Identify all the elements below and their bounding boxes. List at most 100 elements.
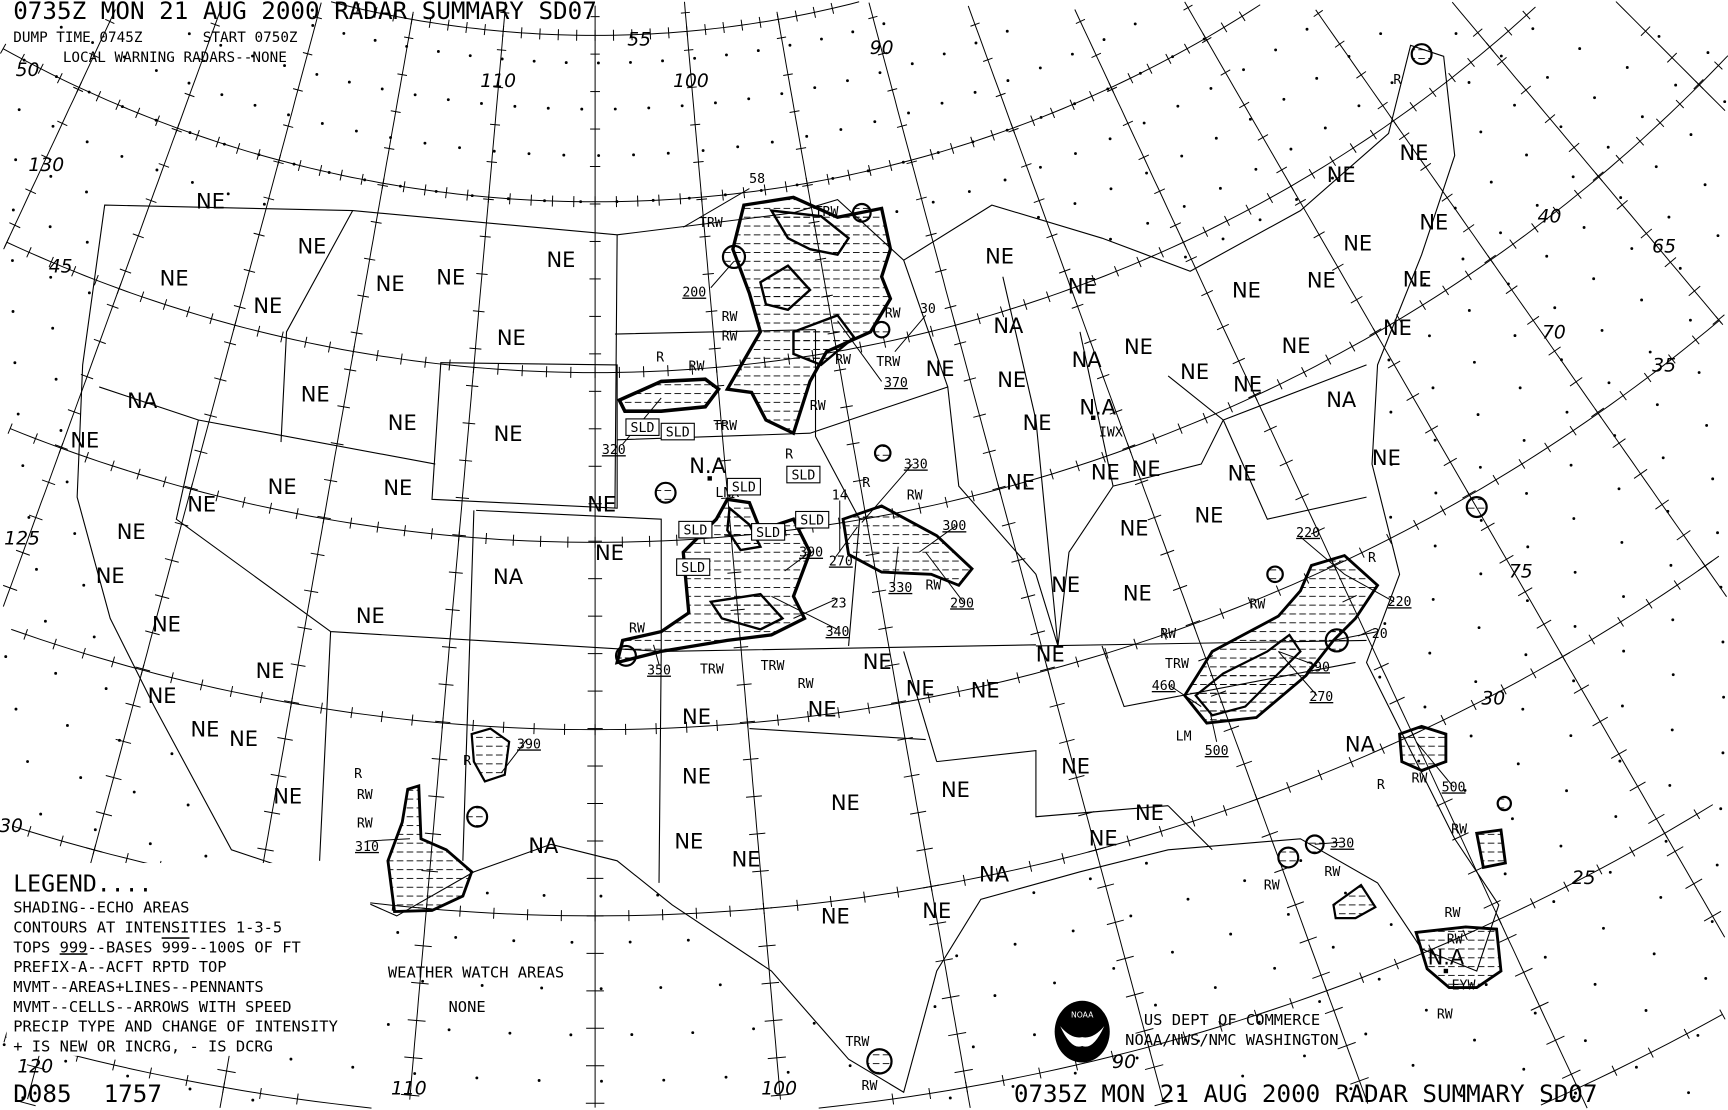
radar-status-label: NA <box>1326 388 1357 412</box>
map-dot <box>736 145 740 149</box>
grid-tick <box>2 584 18 591</box>
map-dot <box>597 154 601 157</box>
grid-tick <box>48 256 54 268</box>
grid-tick <box>1573 189 1582 199</box>
legend-tops-prefix: TOPS <box>13 938 59 956</box>
agency-line-1: US DEPT OF COMMERCE <box>1144 1011 1320 1029</box>
map-dot <box>1423 705 1427 709</box>
grid-tick <box>755 907 773 910</box>
map-dot <box>661 59 664 63</box>
grid-tick <box>702 272 714 275</box>
state-borders <box>99 210 1367 883</box>
grid-tick <box>1075 18 1086 25</box>
precip-type-label: RW <box>1264 878 1280 893</box>
grid-tick <box>256 325 261 337</box>
map-dot <box>1467 309 1471 312</box>
map-dot <box>599 894 603 898</box>
sld-box <box>751 523 786 541</box>
radar-status-label: NE <box>1091 461 1120 485</box>
grid-tick <box>297 626 312 630</box>
map-dot <box>2 1043 6 1047</box>
grid-tick <box>1615 154 1624 164</box>
map-dot <box>79 776 83 780</box>
map-dot <box>1719 807 1723 811</box>
grid-tick <box>758 944 776 948</box>
map-dot <box>1511 817 1514 821</box>
grid-tick <box>1068 774 1085 781</box>
radar-status-label: NE <box>1006 470 1035 494</box>
grid-tick <box>927 692 931 704</box>
map-dot <box>1218 186 1222 190</box>
map-dot <box>1552 900 1556 904</box>
map-dot <box>59 429 63 432</box>
map-dot <box>1431 386 1435 390</box>
grid-tick <box>896 124 908 128</box>
radar-status-label: NA <box>979 863 1010 887</box>
map-dot <box>1039 165 1042 169</box>
grid-tick <box>1517 587 1533 597</box>
grid-tick <box>493 86 504 89</box>
grid-tick <box>1429 87 1437 98</box>
map-dot <box>1710 920 1714 923</box>
map-dot <box>1622 649 1626 653</box>
map-dot <box>1379 32 1383 36</box>
grid-tick <box>273 160 284 165</box>
map-dot <box>1112 966 1116 970</box>
echo-top-label: 390 <box>799 546 823 561</box>
map-dot <box>1706 51 1710 55</box>
grid-tick <box>1046 233 1058 239</box>
grid-tick <box>184 92 195 98</box>
radar-status-label: NE <box>808 697 837 721</box>
grid-tick <box>349 517 353 529</box>
radar-status-label: NE <box>1228 462 1257 486</box>
map-dot <box>955 954 959 958</box>
map-dot <box>1108 137 1112 141</box>
radar-site-marker <box>1091 415 1096 420</box>
grid-tick <box>1109 409 1123 415</box>
map-dot <box>11 259 14 262</box>
grid-tick <box>73 86 84 93</box>
map-dot <box>910 62 914 66</box>
grid-tick <box>1236 760 1253 768</box>
map-dot <box>1499 231 1502 235</box>
grid-tick <box>302 51 313 56</box>
grid-tick <box>970 22 980 27</box>
map-dot <box>546 106 550 110</box>
map-dot <box>1526 545 1530 549</box>
map-dot <box>647 106 651 110</box>
grid-tick <box>1295 493 1309 501</box>
grid-degree-label: 125 <box>4 529 40 550</box>
precip-type-label: RW <box>862 1079 878 1094</box>
precip-type-label: RW <box>1249 597 1265 612</box>
grid-tick <box>360 173 364 185</box>
grid-tick <box>1110 1050 1115 1062</box>
grid-tick <box>9 222 21 229</box>
map-dot <box>1533 1011 1537 1015</box>
map-dot <box>1434 491 1438 495</box>
precip-type-label: R <box>785 448 793 463</box>
grid-tick <box>1122 120 1134 127</box>
map-dot <box>1197 1039 1200 1043</box>
grid-tick <box>1113 265 1120 277</box>
echo-top-label: 500 <box>1205 744 1229 759</box>
map-dot <box>126 1074 130 1078</box>
grid-tick <box>407 1019 426 1022</box>
grid-tick <box>327 341 332 353</box>
map-dot <box>1531 27 1535 31</box>
grid-tick <box>1069 99 1075 110</box>
grid-tick <box>1712 314 1725 325</box>
map-dot <box>1088 877 1092 881</box>
grid-tick <box>1253 1009 1259 1021</box>
grid-tick <box>690 123 701 126</box>
radar-status-label: NE <box>926 357 955 381</box>
map-dot <box>747 97 751 101</box>
map-dot <box>1522 438 1526 442</box>
grid-tick <box>154 594 170 599</box>
echo-top-label: 310 <box>355 840 379 855</box>
radar-status-label: NE <box>388 411 417 435</box>
map-dot <box>1565 410 1569 414</box>
map-dot <box>1135 1056 1139 1060</box>
grid-tick <box>1573 684 1590 694</box>
grid-tick <box>1484 254 1497 264</box>
grid-tick <box>887 88 898 92</box>
